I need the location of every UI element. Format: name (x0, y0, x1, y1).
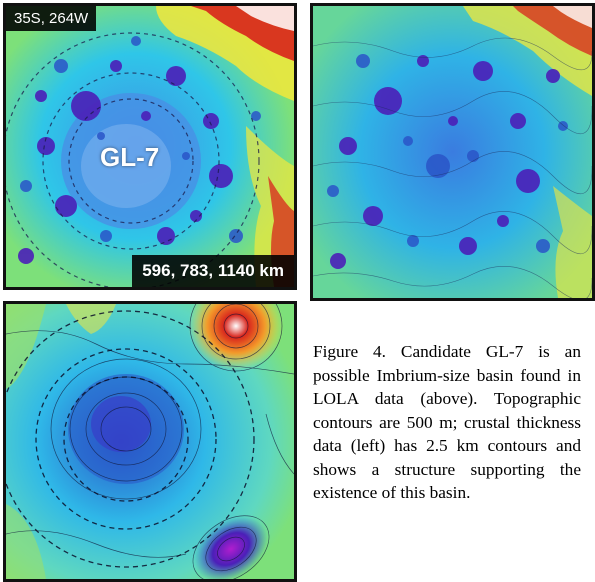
detailed-topography-image (313, 6, 592, 298)
topography-map-panel: 35S, 264W GL-7 596, 783, 1140 km (3, 3, 297, 290)
coordinates-label: 35S, 264W (6, 6, 97, 31)
detail-map-panel (310, 3, 595, 301)
topographic-map-image (6, 6, 294, 287)
basin-diameters-label: 596, 783, 1140 km (132, 255, 294, 287)
crustal-thickness-contour-image (6, 304, 294, 579)
basin-name-label: GL-7 (100, 142, 160, 172)
figure-caption: Figure 4. Candidate GL-7 is an possible … (313, 342, 581, 502)
crustal-thickness-panel (3, 301, 297, 582)
